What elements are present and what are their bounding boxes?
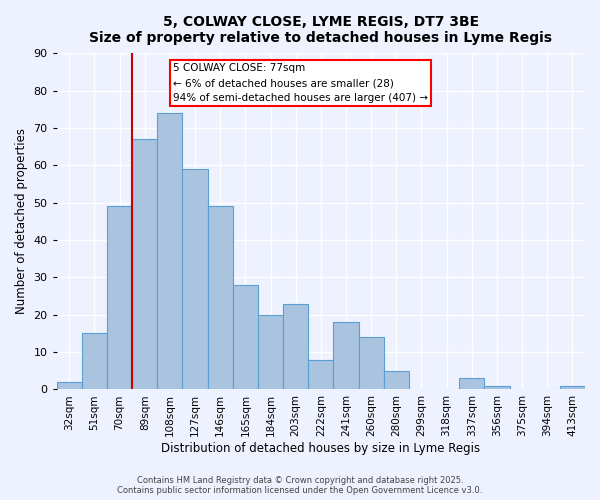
- Text: 5 COLWAY CLOSE: 77sqm
← 6% of detached houses are smaller (28)
94% of semi-detac: 5 COLWAY CLOSE: 77sqm ← 6% of detached h…: [173, 64, 428, 103]
- Bar: [334, 322, 359, 390]
- Y-axis label: Number of detached properties: Number of detached properties: [15, 128, 28, 314]
- Bar: [283, 304, 308, 390]
- Bar: [57, 382, 82, 390]
- Bar: [182, 169, 208, 390]
- X-axis label: Distribution of detached houses by size in Lyme Regis: Distribution of detached houses by size …: [161, 442, 481, 455]
- Bar: [484, 386, 509, 390]
- Bar: [233, 285, 258, 390]
- Bar: [82, 334, 107, 390]
- Bar: [384, 371, 409, 390]
- Text: Contains HM Land Registry data © Crown copyright and database right 2025.
Contai: Contains HM Land Registry data © Crown c…: [118, 476, 482, 495]
- Bar: [132, 139, 157, 390]
- Title: 5, COLWAY CLOSE, LYME REGIS, DT7 3BE
Size of property relative to detached house: 5, COLWAY CLOSE, LYME REGIS, DT7 3BE Siz…: [89, 15, 553, 45]
- Bar: [308, 360, 334, 390]
- Bar: [459, 378, 484, 390]
- Bar: [258, 315, 283, 390]
- Bar: [107, 206, 132, 390]
- Bar: [157, 113, 182, 390]
- Bar: [208, 206, 233, 390]
- Bar: [560, 386, 585, 390]
- Bar: [359, 337, 384, 390]
